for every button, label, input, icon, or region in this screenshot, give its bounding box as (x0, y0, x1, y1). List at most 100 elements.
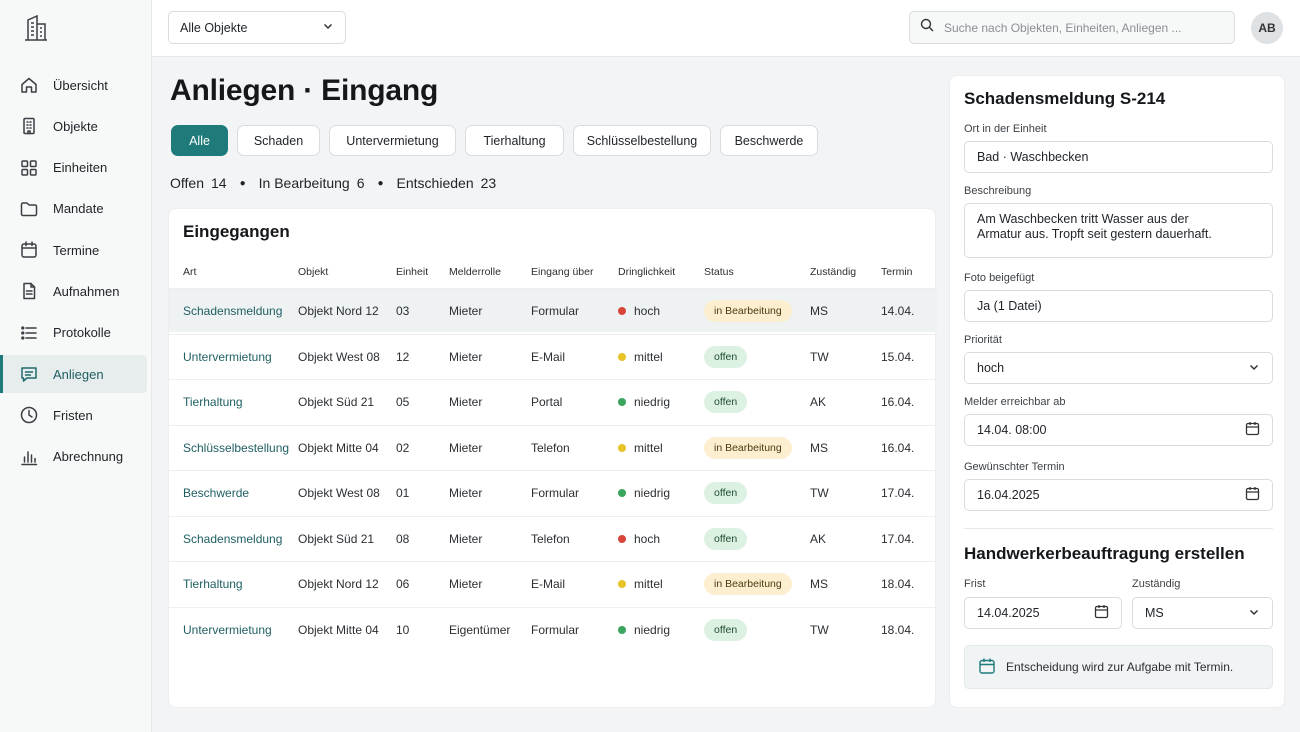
sidebar-item-label: Anliegen (53, 366, 104, 382)
sidebar-item-objekte[interactable]: Objekte (0, 107, 152, 145)
sidebar-item-label: Termine (53, 242, 100, 258)
chevron-down-icon (322, 20, 334, 35)
sidebar-item-label: Aufnahmen (53, 283, 120, 299)
termin-value: 16.04.2025 (977, 488, 1040, 502)
table-row[interactable]: Schlüsselbestellung Objekt Mitte 04 02 Miet… (169, 424, 937, 470)
avatar[interactable]: AB (1251, 12, 1283, 44)
table-title: Eingegangen (183, 222, 290, 241)
cell-art: Tierhaltung (183, 577, 243, 591)
sidebar-item-protokolle[interactable]: Protokolle (0, 314, 152, 352)
object-select[interactable]: Alle Objekte (168, 11, 346, 44)
ort-field[interactable]: Bad · Waschbecken (964, 141, 1273, 173)
ort-value: Bad · Waschbecken (977, 150, 1089, 164)
column-header-dringlichkeit[interactable]: Dringlichkeit (618, 266, 676, 278)
cell-termin: 16.04. (881, 395, 915, 409)
stat-open-label: Offen (170, 175, 204, 191)
status-badge: offen (704, 391, 748, 413)
table-row[interactable]: Untervermietung Objekt Mitte 04 10 Eigentüm… (169, 606, 937, 651)
page-title: Anliegen · Eingang (170, 74, 439, 107)
cell-rolle: Mieter (449, 349, 483, 364)
sidebar-item-termine[interactable]: Termine (0, 231, 152, 269)
filter-chip-beschwerde[interactable]: Beschwerde (720, 125, 818, 156)
sidebar-item-mandate[interactable]: Mandate (0, 190, 152, 228)
table-row[interactable]: Schadensmeldung Objekt Nord 12 03 Mieter For… (169, 288, 937, 332)
sidebar-item-fristen[interactable]: Fristen (0, 396, 152, 434)
erreichbar-datetime-field[interactable]: 14.04. 08:00 (964, 414, 1273, 446)
sidebar: Übersicht Objekte Einheiten Mandate Termine A… (0, 0, 152, 732)
priority-label: niedrig (634, 622, 671, 637)
termin-date-field[interactable]: 16.04.2025 (964, 479, 1273, 511)
table-row[interactable]: Tierhaltung Objekt Süd 21 05 Mieter Portal ni… (169, 379, 937, 423)
filter-chip-untervermietung[interactable]: Untervermietung (329, 125, 456, 156)
status-badge: in Bearbeitung (704, 436, 792, 459)
cell-objekt: Objekt Süd 21 (298, 395, 375, 409)
zustaendig-select[interactable]: MS (1132, 597, 1273, 629)
priority-dot (618, 352, 626, 361)
cell-objekt: Objekt Nord 12 (298, 304, 379, 318)
cell-zustaendig: TW (810, 622, 829, 637)
status-cell: in Bearbeitung (704, 289, 792, 333)
sidebar-item-aufnahmen[interactable]: Aufnahmen (0, 272, 152, 310)
filter-chip-alle[interactable]: Alle (171, 125, 228, 156)
cell-termin: 16.04. (881, 440, 915, 455)
chevron-down-icon (1248, 361, 1260, 376)
topbar: Alle Objekte AB (152, 0, 1300, 57)
frist-date-field[interactable]: 14.04.2025 (964, 597, 1122, 629)
beschreibung-textarea[interactable]: Am Waschbecken tritt Wasser aus der Arma… (964, 203, 1273, 258)
cell-art: Untervermietung (183, 349, 272, 364)
calendar-icon[interactable] (1245, 421, 1260, 439)
sidebar-item-uebersicht[interactable]: Übersicht (0, 66, 152, 104)
cell-eingang: E-Mail (531, 577, 566, 591)
table-row[interactable]: Beschwerde Objekt West 08 01 Mieter Formular… (169, 470, 937, 514)
column-header-art[interactable]: Art (183, 266, 197, 278)
cell-eingang: Telefon (531, 531, 570, 546)
cell-eingang: E-Mail (531, 349, 566, 364)
cell-einheit: 08 (396, 531, 410, 546)
sidebar-item-abrechnung[interactable]: Abrechnung (0, 438, 152, 476)
sidebar-item-anliegen[interactable]: Anliegen (0, 355, 147, 394)
column-header-status[interactable]: Status (704, 266, 734, 278)
status-cell: offen (704, 335, 748, 379)
priority-cell: mittel (618, 426, 663, 470)
column-header-rolle[interactable]: Melderrolle (449, 266, 501, 278)
zustaendig-value: MS (1145, 606, 1164, 620)
stat-open-count: 14 (211, 175, 227, 191)
termin-label: Gewünschter Termin (964, 461, 1065, 473)
cell-termin: 18.04. (881, 577, 915, 591)
foto-value: Ja (1 Datei) (977, 299, 1042, 313)
stat-progress-count: 6 (356, 175, 365, 191)
priority-cell: mittel (618, 562, 663, 606)
detail-panel: Schadensmeldung S-214 Ort in der Einheit… (949, 75, 1285, 708)
cell-eingang: Telefon (531, 440, 570, 455)
frist-label: Frist (964, 578, 986, 590)
cell-einheit: 10 (396, 622, 410, 637)
status-cell: offen (704, 517, 748, 561)
calendar-icon[interactable] (1094, 604, 1109, 622)
priority-label: niedrig (634, 395, 671, 409)
table-header: Art Objekt Einheit Melderrolle Eingang über D… (169, 266, 937, 288)
sidebar-item-label: Übersicht (53, 77, 108, 93)
info-text: Entscheidung wird zur Aufgabe mit Termin… (1006, 660, 1234, 674)
search-box[interactable] (909, 11, 1235, 44)
table-row[interactable]: Schadensmeldung Objekt Süd 21 08 Mieter Tele… (169, 515, 937, 561)
column-header-objekt[interactable]: Objekt (298, 266, 329, 278)
column-header-termin[interactable]: Termin (881, 266, 913, 278)
sidebar-item-einheiten[interactable]: Einheiten (0, 149, 152, 187)
table-row[interactable]: Untervermietung Objekt West 08 12 Mieter E-M… (169, 333, 937, 379)
beschreibung-label: Beschreibung (964, 185, 1032, 197)
column-header-eingang[interactable]: Eingang über (531, 266, 594, 278)
foto-field[interactable]: Ja (1 Datei) (964, 290, 1273, 322)
priority-label: niedrig (634, 486, 671, 500)
table-row[interactable]: Tierhaltung Objekt Nord 12 06 Mieter E-Mail m… (169, 561, 937, 605)
building-logo-icon[interactable] (22, 14, 50, 42)
column-header-zustaendig[interactable]: Zuständig (810, 266, 857, 278)
erreichbar-label: Melder erreichbar ab (964, 396, 1066, 408)
filter-chip-schluesselbestellung[interactable]: Schlüsselbestellung (573, 125, 711, 156)
filter-chip-tierhaltung[interactable]: Tierhaltung (465, 125, 564, 156)
search-input[interactable] (944, 20, 1214, 35)
prioritaet-select[interactable]: hoch (964, 352, 1273, 384)
calendar-icon[interactable] (1245, 486, 1260, 504)
filter-chip-schaden[interactable]: Schaden (237, 125, 320, 156)
priority-label: hoch (634, 304, 661, 318)
column-header-einheit[interactable]: Einheit (396, 266, 429, 278)
